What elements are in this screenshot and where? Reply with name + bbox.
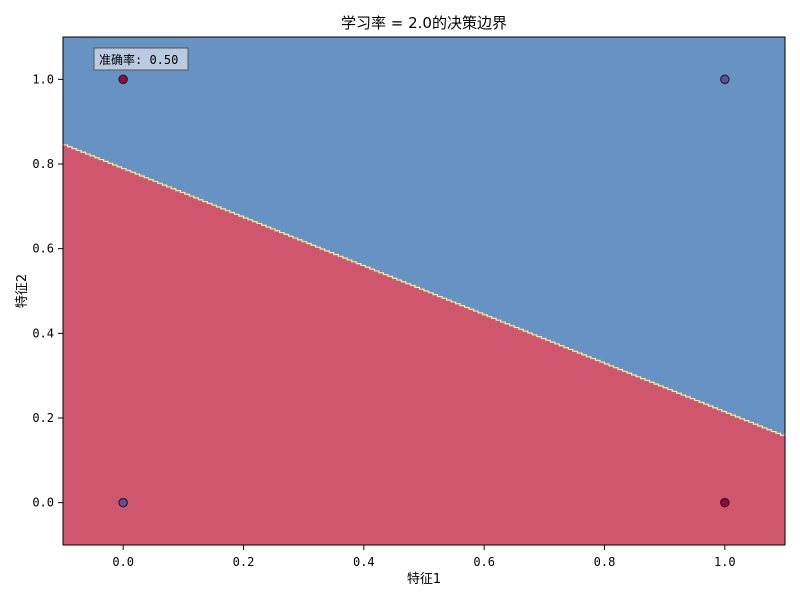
y-tick-label-0: 0.0 xyxy=(32,496,54,510)
y-tick-label-2: 0.4 xyxy=(32,326,54,340)
annotation-box xyxy=(93,47,189,71)
decision-boundary-line xyxy=(63,144,786,438)
x-tick-label-3: 0.6 xyxy=(473,555,495,569)
x-tick-label-0: 0.0 xyxy=(112,555,134,569)
data-point-2 xyxy=(720,497,730,508)
region-class-1 xyxy=(63,37,785,438)
x-tick-label-4: 0.8 xyxy=(594,555,616,569)
x-tick-label-1: 0.2 xyxy=(233,555,255,569)
plot-area xyxy=(62,36,786,546)
x-axis: 0.0 0.2 0.4 0.6 0.8 1.0 xyxy=(112,545,736,569)
y-tick-label-5: 1.0 xyxy=(32,72,54,86)
accuracy-annotation: 准确率: 0.50 xyxy=(93,47,189,71)
plot-frame xyxy=(62,36,786,546)
y-tick-label-4: 0.8 xyxy=(32,157,54,171)
y-tick-label-1: 0.2 xyxy=(32,411,54,425)
accuracy-text: 准确率: 0.50 xyxy=(99,52,178,67)
region-class-0 xyxy=(63,144,785,545)
y-axis: 0.0 0.2 0.4 0.6 0.8 1.0 xyxy=(32,72,63,510)
data-point-3 xyxy=(720,74,730,85)
y-axis-label: 特征2 xyxy=(15,274,30,308)
x-tick-label-2: 0.4 xyxy=(353,555,375,569)
x-axis-label: 特征1 xyxy=(407,572,441,587)
data-point-0 xyxy=(118,497,128,508)
chart-title: 学习率 = 2.0的决策边界 xyxy=(341,14,507,32)
x-tick-label-5: 1.0 xyxy=(714,555,736,569)
data-point-1 xyxy=(118,74,128,85)
y-tick-label-3: 0.6 xyxy=(32,242,54,256)
